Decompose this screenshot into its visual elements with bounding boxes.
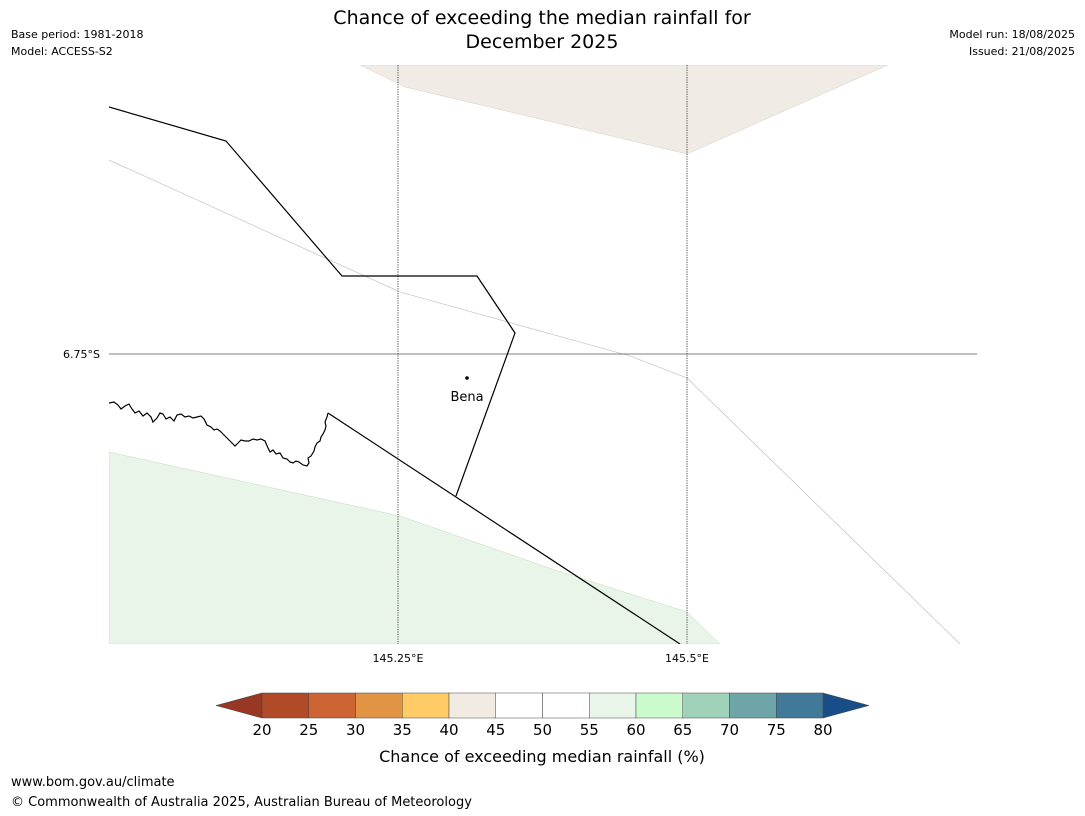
colorbar-tick-label: 75 — [767, 721, 786, 739]
colorbar-label: Chance of exceeding median rainfall (%) — [379, 747, 705, 766]
colorbar-segment — [776, 692, 824, 719]
colorbar-tick-label: 80 — [813, 721, 832, 739]
colorbar-segment — [682, 692, 730, 719]
colorbar-segment — [729, 692, 777, 719]
title-line-2: December 2025 — [465, 31, 619, 53]
map-title: Chance of exceeding the median rainfall … — [242, 6, 842, 54]
colorbar-segment — [402, 692, 450, 719]
town-label-bena: Bena — [450, 390, 483, 405]
base-period-text: Base period: 1981-2018 — [11, 28, 144, 41]
metadata-right: Model run: 18/08/2025 Issued: 21/08/2025 — [949, 26, 1075, 60]
town-marker-bena — [465, 376, 469, 380]
footer-url: www.bom.gov.au/climate — [11, 775, 175, 790]
colorbar: 20 25 30 35 40 45 50 55 60 65 70 75 80 — [215, 692, 870, 739]
thin-boundary-line — [109, 159, 961, 644]
colorbar-segment — [635, 692, 683, 719]
colorbar-tick-label: 35 — [393, 721, 412, 739]
colorbar-tick-label: 30 — [346, 721, 365, 739]
province-boundary — [109, 106, 516, 497]
title-line-1: Chance of exceeding the median rainfall … — [333, 7, 751, 29]
province-boundary — [327, 412, 681, 644]
longitude-label: 145.25°E — [373, 652, 424, 665]
colorbar-segment — [261, 692, 309, 719]
colorbar-tick-label: 45 — [486, 721, 505, 739]
issued-text: Issued: 21/08/2025 — [968, 45, 1075, 58]
colorbar-tick-label: 70 — [720, 721, 739, 739]
footer-copyright: © Commonwealth of Australia 2025, Austra… — [11, 795, 472, 810]
latitude-label: 6.75°S — [63, 348, 100, 361]
model-text: Model: ACCESS-S2 — [11, 45, 113, 58]
colorbar-segment — [589, 692, 637, 719]
shaded-region-top — [359, 65, 889, 155]
colorbar-segment — [542, 692, 590, 719]
colorbar-under-arrow — [215, 692, 263, 719]
river-line — [109, 401, 329, 467]
colorbar-tick-label: 20 — [252, 721, 271, 739]
colorbar-tick-label: 60 — [626, 721, 645, 739]
colorbar-tick-label: 65 — [673, 721, 692, 739]
colorbar-tick-label: 40 — [439, 721, 458, 739]
metadata-left: Base period: 1981-2018 Model: ACCESS-S2 — [11, 26, 143, 60]
shaded-region-bottom — [109, 451, 721, 644]
model-run-text: Model run: 18/08/2025 — [949, 28, 1075, 41]
map-area — [109, 65, 977, 644]
colorbar-segment — [495, 692, 543, 719]
colorbar-segment — [448, 692, 496, 719]
longitude-label: 145.5°E — [665, 652, 709, 665]
colorbar-over-arrow — [822, 692, 870, 719]
colorbar-tick-label: 50 — [533, 721, 552, 739]
colorbar-tick-label: 25 — [299, 721, 318, 739]
colorbar-segment — [308, 692, 356, 719]
colorbar-segment — [355, 692, 403, 719]
colorbar-tick-label: 55 — [580, 721, 599, 739]
